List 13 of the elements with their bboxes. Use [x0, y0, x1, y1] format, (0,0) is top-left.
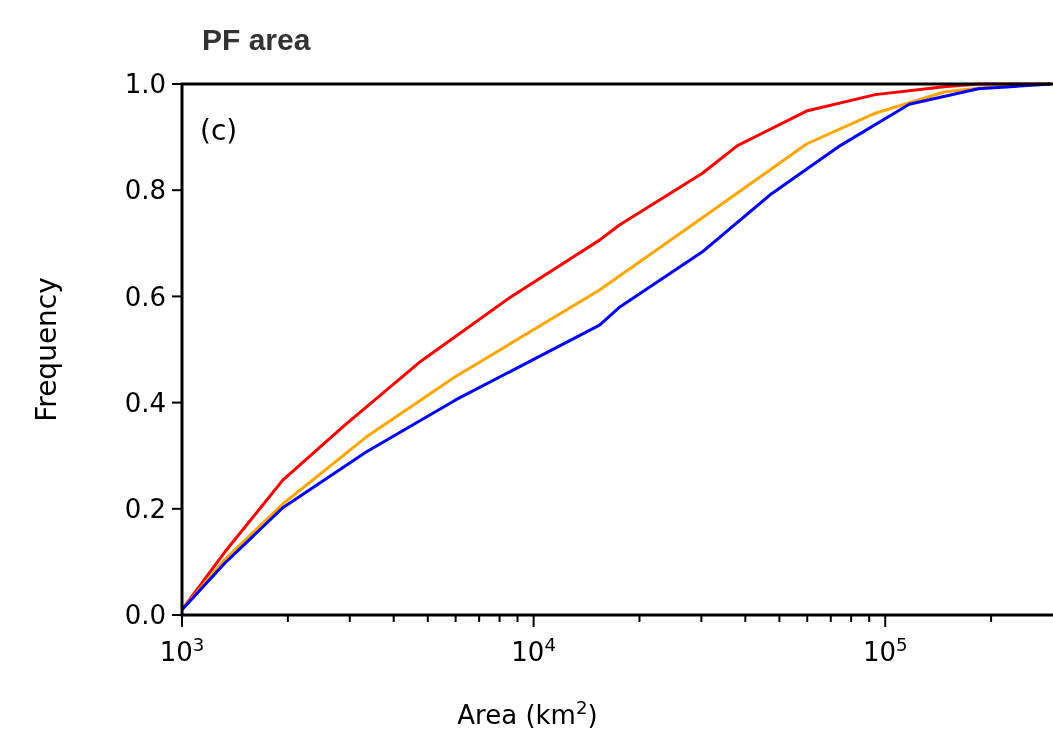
x-tick-label: 10$^{4}$: [511, 633, 556, 667]
annotation: (c): [200, 114, 238, 147]
y-tick-label: 0.0: [124, 600, 166, 631]
y-tick-label: 0.2: [124, 493, 166, 524]
x-axis-title: Area (km$^{2}$): [457, 696, 598, 730]
y-tick-label: 0.4: [124, 387, 166, 418]
y-tick-label: 0.8: [124, 175, 166, 206]
y-tick-label: 0.6: [124, 281, 166, 312]
chart-title: PF area: [202, 23, 311, 56]
x-tick-label: 10$^{3}$: [159, 633, 205, 667]
x-tick-label: 10$^{5}$: [862, 633, 908, 667]
y-axis-title: Frequency: [30, 277, 63, 422]
y-tick-label: 1.0: [124, 69, 166, 100]
